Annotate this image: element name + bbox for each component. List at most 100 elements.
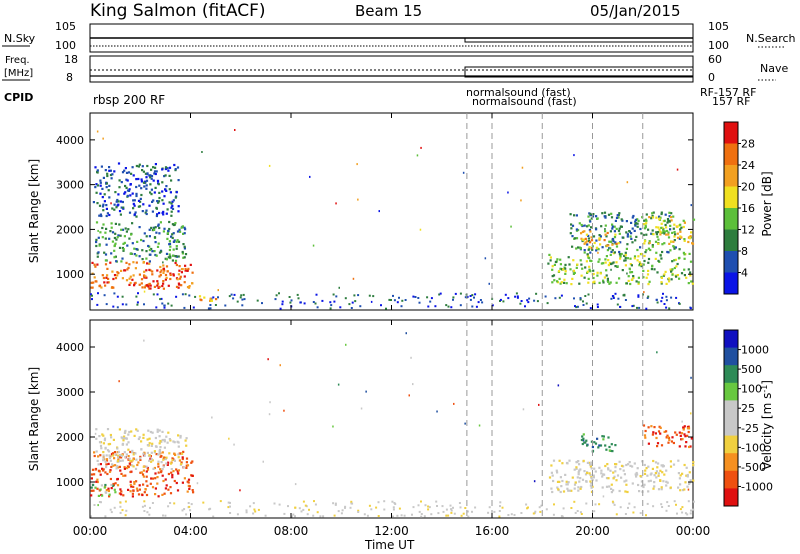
data-cell <box>151 486 155 489</box>
data-cell <box>668 215 671 218</box>
data-cell <box>117 203 120 206</box>
colorbar-swatch <box>724 186 738 209</box>
data-cell <box>142 433 145 436</box>
data-cell <box>682 251 685 254</box>
data-cell <box>670 240 673 243</box>
data-cell <box>145 493 149 497</box>
data-cell <box>580 263 583 266</box>
data-cell <box>96 459 99 462</box>
data-cell <box>156 284 159 287</box>
data-cell <box>90 486 93 489</box>
data-cell <box>642 485 645 489</box>
data-cell <box>184 439 187 442</box>
data-cell <box>96 487 99 490</box>
scatter-cell <box>459 304 462 307</box>
data-cell <box>125 453 128 456</box>
data-cell <box>137 461 140 464</box>
scatter-cell <box>420 146 422 149</box>
data-cell <box>564 272 567 275</box>
data-cell <box>657 242 660 245</box>
scatter-cell <box>573 154 575 157</box>
data-cell <box>158 211 161 215</box>
colorbar-swatch <box>724 488 738 507</box>
data-cell <box>673 259 676 262</box>
scatter-cell <box>469 295 472 297</box>
data-cell <box>123 451 126 454</box>
data-cell <box>616 265 619 268</box>
data-cell <box>552 479 555 483</box>
data-cell <box>165 276 168 279</box>
data-cell <box>568 263 571 266</box>
data-cell <box>177 210 180 213</box>
data-cell <box>635 222 638 225</box>
data-cell <box>156 430 159 433</box>
data-cell <box>124 184 127 188</box>
scatter-cell <box>208 508 211 511</box>
scatter-cell <box>249 505 252 508</box>
colorbar-swatch <box>724 418 738 437</box>
data-cell <box>183 232 186 235</box>
data-cell <box>573 214 576 217</box>
data-cell <box>583 230 586 233</box>
data-cell <box>590 482 593 485</box>
scatter-cell <box>632 511 635 514</box>
data-cell <box>663 430 666 433</box>
data-cell <box>613 230 616 233</box>
data-cell <box>171 233 174 236</box>
data-cell <box>116 447 119 450</box>
data-cell <box>136 240 139 243</box>
scatter-cell <box>452 298 454 301</box>
data-cell <box>571 224 575 227</box>
data-cell <box>132 199 135 202</box>
scatter-cell <box>228 295 231 298</box>
cpid-overlap-bottom: normalsound (fast) <box>472 95 577 108</box>
data-cell <box>95 244 98 248</box>
scatter-cell <box>314 503 317 506</box>
data-cell <box>123 241 126 244</box>
data-cell <box>192 491 195 494</box>
data-cell <box>606 277 609 280</box>
scatter-cell <box>507 297 510 300</box>
data-cell <box>112 482 115 486</box>
scatter-cell <box>458 502 461 504</box>
scatter-cell <box>516 295 519 298</box>
data-cell <box>660 281 663 284</box>
data-cell <box>135 178 138 181</box>
data-cell <box>122 439 125 442</box>
data-cell <box>652 233 655 236</box>
scatter-cell <box>278 503 281 506</box>
freq-tick-top: 18 <box>64 53 78 66</box>
data-cell <box>690 280 693 283</box>
data-cell <box>171 236 174 239</box>
data-cell <box>642 276 645 279</box>
data-cell <box>186 269 189 272</box>
data-cell <box>173 163 176 167</box>
scatter-cell <box>97 229 99 232</box>
scatter-cell <box>408 394 410 397</box>
scatter-cell <box>189 509 192 512</box>
scatter-cell <box>430 513 433 516</box>
data-cell <box>606 231 609 235</box>
scatter-cell <box>675 296 678 299</box>
scatter-cell <box>676 512 678 515</box>
scatter-cell <box>527 301 530 304</box>
y-tick-label: 1000 <box>56 476 84 489</box>
data-cell <box>642 269 645 272</box>
data-cell <box>549 259 552 262</box>
data-cell <box>131 492 134 495</box>
scatter-cell <box>121 303 124 306</box>
data-cell <box>167 229 170 232</box>
data-cell <box>112 277 115 281</box>
data-cell <box>685 466 688 469</box>
data-cell <box>101 467 104 470</box>
data-cell <box>582 439 585 442</box>
data-cell <box>549 256 552 259</box>
scatter-cell <box>148 513 151 516</box>
scatter-cell <box>312 244 315 247</box>
x-axis-label: Time UT <box>364 538 415 552</box>
data-cell <box>648 241 651 244</box>
data-cell <box>547 262 550 265</box>
data-cell <box>140 278 144 281</box>
data-cell <box>159 271 162 274</box>
data-cell <box>191 489 194 492</box>
